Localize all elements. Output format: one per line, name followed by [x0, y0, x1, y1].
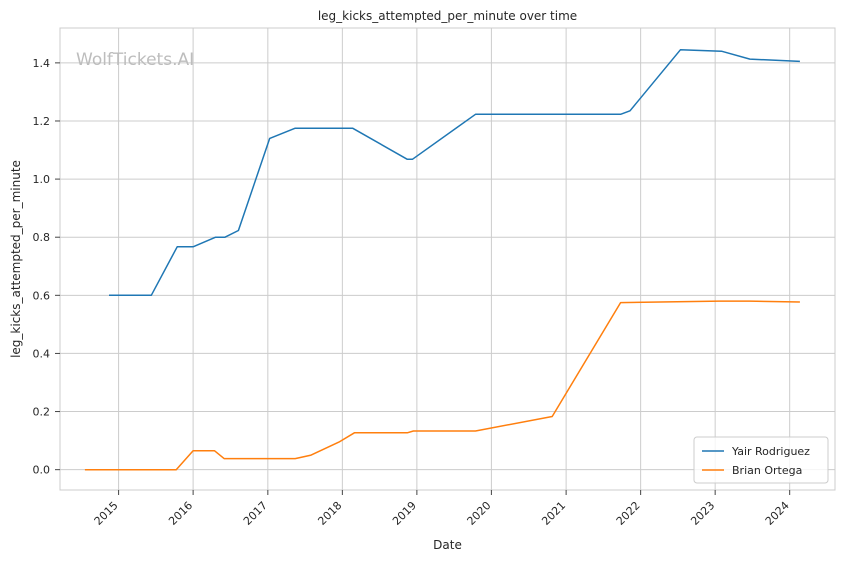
y-tick-label: 0.2 — [33, 406, 51, 419]
x-tick-label: 2022 — [614, 499, 643, 528]
series-line-yair-rodriguez — [109, 49, 800, 297]
x-tick-label: 2017 — [241, 499, 270, 528]
x-tick-label: 2023 — [688, 499, 717, 528]
x-tick-label: 2016 — [166, 499, 195, 528]
x-axis-title: Date — [433, 538, 462, 552]
y-axis-ticks: 0.0 0.2 0.4 0.6 0.8 1.0 1.2 1.4 — [33, 57, 60, 477]
chart-title: leg_kicks_attempted_per_minute over time — [318, 9, 577, 23]
plot-frame — [59, 27, 836, 491]
legend: Yair Rodriguez Brian Ortega — [693, 436, 829, 484]
grid — [60, 28, 835, 490]
y-tick-label: 1.0 — [33, 173, 51, 186]
axes-frame — [59, 27, 836, 491]
x-tick-label: 2018 — [315, 499, 344, 528]
series-line-brian-ortega — [84, 300, 800, 471]
x-axis-ticks: 2015 2016 2017 2018 2019 2020 2021 2022 2023 2024 — [92, 490, 792, 528]
x-tick-label: 2024 — [763, 499, 792, 528]
x-tick-label: 2021 — [539, 499, 568, 528]
legend-label: Yair Rodriguez — [731, 445, 810, 458]
legend-label: Brian Ortega — [732, 464, 802, 477]
x-tick-label: 2019 — [390, 499, 419, 528]
x-tick-label: 2015 — [92, 499, 121, 528]
y-tick-label: 1.4 — [33, 57, 51, 70]
x-tick-label: 2020 — [465, 499, 494, 528]
y-tick-label: 1.2 — [33, 115, 51, 128]
watermark: WolfTickets.AI — [76, 50, 194, 70]
plot-area — [60, 28, 835, 490]
y-tick-label: 0.8 — [33, 231, 51, 244]
y-tick-label: 0.6 — [33, 289, 51, 302]
legend-box — [693, 436, 829, 484]
series-lines — [84, 49, 800, 471]
y-tick-label: 0.4 — [33, 347, 51, 360]
y-tick-label: 0.0 — [33, 464, 51, 477]
y-axis-title: leg_kicks_attempted_per_minute — [9, 160, 23, 358]
